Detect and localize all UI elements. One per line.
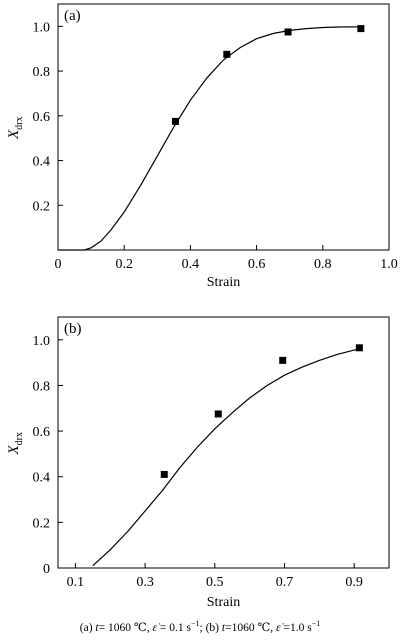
panel-a-xtick-label: 0 bbox=[55, 257, 62, 272]
caption-a-t: t bbox=[95, 622, 99, 634]
panel-b-fit-curve bbox=[92, 348, 362, 567]
panel-a-xlabel: Strain bbox=[207, 275, 240, 290]
panel-a-label: (a) bbox=[64, 8, 81, 24]
panel-b-data-point bbox=[214, 410, 222, 418]
panel-a-data-point bbox=[172, 117, 180, 125]
panel-b-xtick-label: 0.5 bbox=[206, 575, 224, 590]
panel-a-ylabel: Xdrx bbox=[6, 116, 25, 140]
caption-a-rate-symbol: ε̇ bbox=[152, 622, 158, 634]
panel-b-data-point bbox=[355, 344, 363, 352]
panel-a-data-point bbox=[223, 50, 231, 58]
panel-a-ytick-label: 0.4 bbox=[33, 155, 51, 170]
panel-a-ytick-label: 0.8 bbox=[33, 65, 51, 80]
panel-b-xtick-label: 0.7 bbox=[276, 575, 294, 590]
caption-b-exponent: −1 bbox=[311, 619, 321, 629]
caption-b-label: ; (b) bbox=[199, 622, 219, 634]
panel-a-ytick-label: 0.2 bbox=[33, 199, 51, 214]
caption-b-rate-symbol: ε̇ bbox=[276, 622, 281, 634]
panel-a-xtick-label: 0.8 bbox=[314, 257, 332, 272]
panel-b-ytick-label: 0.4 bbox=[33, 471, 51, 486]
panel-a-xtick-label: 1.0 bbox=[380, 257, 398, 272]
panel-a-ytick-label: 0.6 bbox=[33, 110, 51, 125]
caption-a-rate: = 0.1 s bbox=[159, 622, 191, 634]
panel-b-ytick-label: 1.0 bbox=[33, 334, 51, 349]
caption-a-temp: = 1060 ℃, bbox=[98, 622, 150, 634]
panel-a-ytick-label: 1.0 bbox=[33, 20, 51, 35]
panel-b-label: (b) bbox=[64, 321, 82, 337]
panel-b-data-point bbox=[279, 356, 287, 364]
panel-a-fit-curve bbox=[58, 26, 363, 251]
caption-a-label: (a) bbox=[79, 622, 93, 634]
panel-b-ytick-label: 0.2 bbox=[33, 516, 51, 531]
panel-b-xtick-label: 0.1 bbox=[67, 575, 85, 590]
panel-b-ytick-label: 0.8 bbox=[33, 379, 51, 394]
panel-a: (a) 0 0.2 0.4 0.6 0.8 1.0 0.2 0.4 0.6 0.8 1.0 Strain… bbox=[6, 3, 398, 290]
panel-a-plot-frame bbox=[57, 3, 390, 251]
panel-b-ytick-label: 0.6 bbox=[33, 425, 51, 440]
panel-a-data-point bbox=[357, 25, 365, 33]
panel-b-ytick-label: 0 bbox=[43, 562, 50, 577]
panel-a-xtick-label: 0.4 bbox=[182, 257, 200, 272]
panel-b-xtick-label: 0.3 bbox=[136, 575, 154, 590]
panel-b-data-point bbox=[160, 470, 168, 478]
caption-b-temp: =1060 ℃, bbox=[225, 622, 274, 634]
panel-b-xtick-label: 0.9 bbox=[345, 575, 363, 590]
panel-b-xlabel: Strain bbox=[207, 595, 240, 610]
panel-b: (b) 0.1 0.3 0.5 0.7 0.9 0 0.2 0.4 0.6 0.8 1.0 Strain… bbox=[6, 316, 390, 610]
panel-a-xtick-label: 0.2 bbox=[115, 257, 133, 272]
panel-a-data-point bbox=[284, 28, 292, 36]
panel-a-xtick-label: 0.6 bbox=[248, 257, 266, 272]
caption-a-exponent: −1 bbox=[191, 619, 200, 629]
panel-b-plot-frame bbox=[57, 316, 390, 569]
figure-caption: (a) t= 1060 ℃, ε̇ = 0.1 s−1; (b) t=1060 … bbox=[0, 620, 400, 634]
panel-b-ylabel: Xdrx bbox=[6, 432, 25, 456]
caption-b-rate: =1.0 s bbox=[283, 622, 312, 634]
caption-b-t: t bbox=[221, 622, 226, 634]
